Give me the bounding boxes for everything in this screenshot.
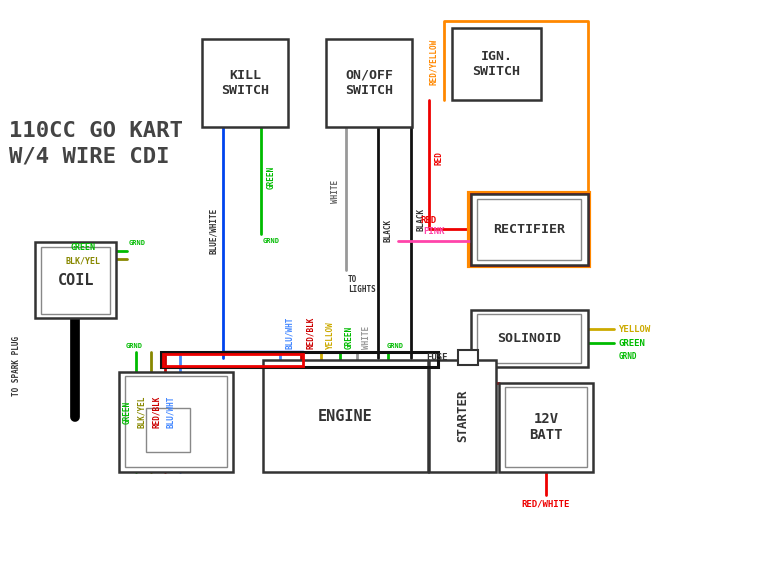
Text: 12V
BATT: 12V BATT: [529, 412, 563, 443]
Bar: [41, 247, 110, 314]
Bar: [471, 310, 588, 367]
Text: SOLINOID: SOLINOID: [497, 332, 561, 345]
Text: BLU/WHT: BLU/WHT: [166, 396, 175, 428]
Text: RED/BLK: RED/BLK: [151, 396, 161, 428]
Text: BLACK: BLACK: [416, 208, 425, 231]
Text: RECTIFIER: RECTIFIER: [493, 223, 565, 236]
Text: CDI: CDI: [162, 414, 190, 429]
Bar: [429, 360, 496, 472]
Text: BLUE/WHITE: BLUE/WHITE: [209, 208, 218, 254]
Bar: [263, 360, 428, 472]
Text: GRND: GRND: [126, 343, 143, 349]
Text: YELLOW: YELLOW: [618, 325, 650, 334]
Text: RED: RED: [434, 151, 443, 164]
Text: BLU/WHT: BLU/WHT: [285, 316, 294, 349]
Text: GREEN: GREEN: [345, 326, 354, 349]
Bar: [125, 376, 227, 467]
Text: YELLOW: YELLOW: [326, 321, 335, 349]
Bar: [469, 193, 589, 266]
Text: BLK/YEL: BLK/YEL: [137, 396, 146, 428]
Text: GREEN: GREEN: [618, 339, 645, 348]
Text: WHITE: WHITE: [331, 180, 340, 203]
Text: GRND: GRND: [386, 343, 403, 349]
Text: STARTER: STARTER: [456, 390, 468, 443]
Text: KILL
SWITCH: KILL SWITCH: [221, 69, 269, 97]
Bar: [452, 28, 541, 100]
Text: FUSE: FUSE: [426, 353, 448, 362]
Text: RED/YELLOW: RED/YELLOW: [429, 39, 438, 85]
Text: RED/BLK: RED/BLK: [306, 316, 315, 349]
Bar: [326, 39, 412, 127]
Bar: [146, 408, 190, 452]
Text: RED: RED: [421, 216, 437, 225]
Text: BLACK: BLACK: [383, 219, 392, 243]
Text: GRND: GRND: [618, 352, 637, 361]
Text: GREEN: GREEN: [71, 243, 95, 252]
Text: TO SPARK PLUG: TO SPARK PLUG: [12, 336, 22, 396]
Text: COIL: COIL: [58, 272, 94, 288]
Text: GREEN: GREEN: [122, 400, 131, 424]
Bar: [163, 354, 303, 366]
Text: 110CC GO KART
W/4 WIRE CDI: 110CC GO KART W/4 WIRE CDI: [9, 121, 183, 166]
Bar: [458, 350, 478, 365]
Bar: [119, 372, 233, 472]
Text: TO
LIGHTS: TO LIGHTS: [348, 275, 376, 294]
Text: GRND: GRND: [129, 240, 146, 246]
Text: IGN.
SWITCH: IGN. SWITCH: [472, 50, 521, 78]
Text: PINK: PINK: [423, 227, 445, 236]
Bar: [471, 194, 588, 265]
Text: GRND: GRND: [263, 238, 280, 244]
Text: BLK/YEL: BLK/YEL: [65, 257, 101, 266]
Bar: [161, 352, 438, 367]
Bar: [499, 383, 593, 472]
Text: GREEN: GREEN: [266, 166, 276, 189]
Bar: [35, 242, 116, 318]
Text: ENGINE: ENGINE: [318, 409, 372, 423]
Text: WHITE: WHITE: [362, 326, 371, 349]
Bar: [471, 194, 588, 265]
Text: ON/OFF
SWITCH: ON/OFF SWITCH: [346, 69, 393, 97]
Text: RED/WHITE: RED/WHITE: [522, 500, 570, 509]
Bar: [202, 39, 288, 127]
Bar: [505, 387, 587, 467]
Bar: [477, 199, 581, 260]
Bar: [477, 314, 581, 363]
